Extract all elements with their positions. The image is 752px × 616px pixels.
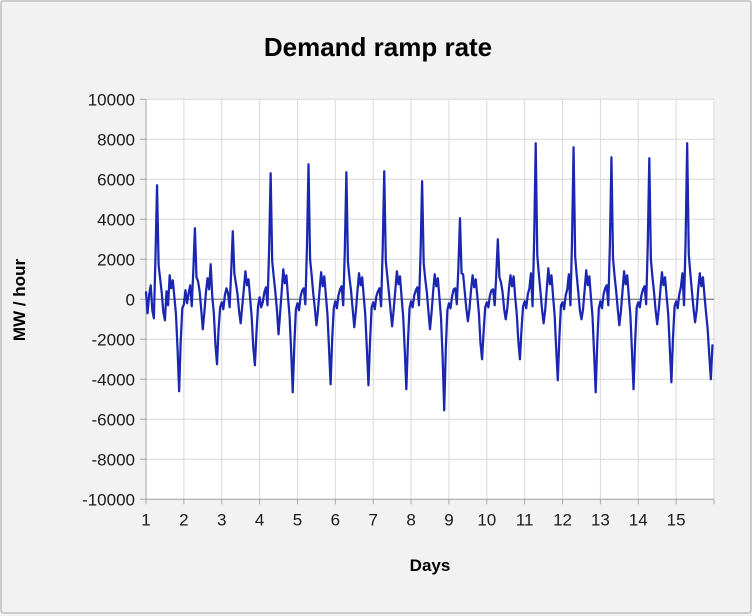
chart-title: Demand ramp rate: [263, 32, 493, 62]
y-tick-label: 6000: [97, 170, 135, 189]
tick-labels: 10000 8000 6000 4000 2000 0 -2000 -4000 -6000 -80…: [82, 90, 686, 529]
x-tick-label: 13: [591, 510, 610, 529]
x-tick-label: 12: [553, 510, 572, 529]
y-tick-label: 0: [126, 290, 135, 309]
x-tick-label: 5: [293, 510, 302, 529]
y-tick-label: 8000: [97, 130, 135, 149]
x-tick-label: 8: [406, 510, 415, 529]
tick-marks: [140, 98, 715, 505]
y-tick-label: -6000: [92, 410, 135, 429]
x-tick-label: 9: [444, 510, 453, 529]
x-tick-label: 4: [255, 510, 264, 529]
y-tick-label: -8000: [92, 450, 135, 469]
x-tick-label: 6: [331, 510, 340, 529]
y-tick-label: 10000: [88, 90, 135, 109]
x-tick-label: 3: [217, 510, 226, 529]
x-axis-title: Days: [409, 556, 451, 575]
x-tick-label: 11: [516, 510, 534, 529]
y-tick-label: -4000: [92, 370, 135, 389]
x-tick-label: 14: [629, 510, 648, 529]
x-tick-label: 15: [667, 510, 686, 529]
y-tick-label: -10000: [82, 490, 135, 509]
x-tick-label: 2: [179, 510, 188, 529]
y-axis-title: MW / hour: [10, 258, 29, 342]
x-tick-label: 7: [368, 510, 377, 529]
demand-ramp-rate-line: [144, 142, 714, 412]
y-tick-label: 2000: [97, 250, 135, 269]
x-tick-label: 1: [141, 510, 150, 529]
y-tick-label: -2000: [92, 330, 135, 349]
x-tick-label: 10: [477, 510, 496, 529]
y-tick-label: 4000: [97, 210, 135, 229]
